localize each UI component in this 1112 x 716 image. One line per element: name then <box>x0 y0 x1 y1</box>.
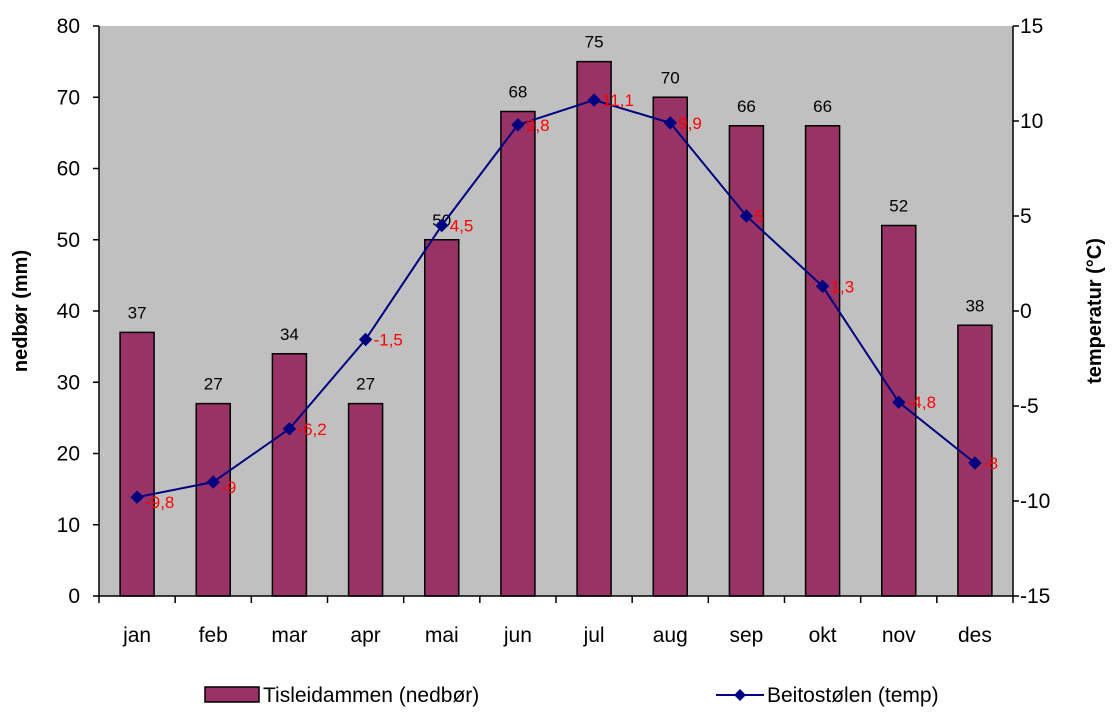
y2-tick-label: 5 <box>1020 205 1032 228</box>
bar-feb <box>195 402 231 597</box>
x-tick-label-feb: feb <box>199 624 228 647</box>
bar-label-mar: 34 <box>280 325 299 344</box>
marker-okt <box>815 279 830 294</box>
bar-mai <box>424 239 460 597</box>
y2-tick-label: 15 <box>1020 15 1043 38</box>
temp-label-apr: -1,5 <box>374 331 403 350</box>
bar-label-apr: 27 <box>356 375 375 394</box>
x-tick-label-sep: sep <box>729 624 763 647</box>
marker-mai <box>435 218 449 233</box>
y-tick-label: 20 <box>57 443 80 466</box>
legend: Tisleidammen (nedbør) Beitostølen (temp) <box>204 684 939 707</box>
y2-tick-label: 0 <box>1020 300 1032 323</box>
temp-label-nov: -4,8 <box>907 393 936 412</box>
axes: 0 10 20 30 40 50 60 70 80 -15 -10 -5 0 5 10 15 jan feb mar… <box>57 15 1051 647</box>
legend-bar-swatch <box>204 686 260 703</box>
temperature-data-labels: -9,8 -9 -6,2 -1,5 4,5 9,8 11,1 9,9 5 1,3 -4,8 -8 <box>145 91 998 512</box>
x-tick-label-nov: nov <box>882 624 916 647</box>
temp-label-jul: 11,1 <box>602 91 634 110</box>
x-tick-label-jan: jan <box>122 624 151 647</box>
bar-label-feb: 27 <box>204 375 223 394</box>
bar-apr <box>347 402 384 597</box>
x-tick-label-mai: mai <box>425 624 459 647</box>
bar-label-aug: 70 <box>661 68 680 87</box>
marker-mar <box>282 422 297 436</box>
y2-axis-title: temperatur (°C) <box>1084 238 1106 384</box>
y2-tick-label: -5 <box>1020 395 1039 418</box>
temp-label-des: -8 <box>983 454 998 473</box>
temp-label-feb: -9 <box>221 478 236 497</box>
y2-tick-label: -10 <box>1020 490 1050 513</box>
x-tick-label-des: des <box>958 624 992 647</box>
temp-label-jan: -9,8 <box>145 493 174 512</box>
temperature-markers <box>130 93 982 504</box>
bar-mar <box>271 353 308 597</box>
bar-sep <box>728 125 765 597</box>
bar-label-sep: 66 <box>737 97 756 116</box>
marker-apr <box>358 332 373 347</box>
legend-bar-label: Tisleidammen (nedbør) <box>263 684 479 707</box>
plot-area <box>99 26 1013 596</box>
marker-sep <box>739 209 754 223</box>
temperature-line <box>136 99 976 499</box>
bar-okt <box>804 125 841 597</box>
x-tick-label-okt: okt <box>809 624 837 647</box>
bar-jun <box>500 110 536 597</box>
x-tick-label-apr: apr <box>350 624 380 647</box>
bar-data-labels: 372734275068757066665238 <box>128 33 985 394</box>
bar-aug <box>652 96 688 597</box>
y-tick-label: 70 <box>57 86 80 109</box>
y-tick-label: 10 <box>57 514 80 537</box>
x-tick-label-aug: aug <box>653 624 688 647</box>
temp-label-sep: 5 <box>754 207 763 226</box>
bar-label-jan: 37 <box>128 303 147 322</box>
bar-jul <box>576 60 612 597</box>
bar-label-jul: 75 <box>585 33 604 52</box>
bar-label-des: 38 <box>965 296 984 315</box>
legend-line-label: Beitostølen (temp) <box>767 684 939 707</box>
bar-series <box>119 60 993 597</box>
y-tick-label: 50 <box>57 229 80 252</box>
y-tick-label: 40 <box>57 300 80 323</box>
bar-label-jun: 68 <box>508 83 527 102</box>
marker-des <box>968 456 982 470</box>
marker-jun <box>511 118 525 132</box>
x-tick-label-jul: jul <box>583 624 605 647</box>
marker-aug <box>663 116 677 130</box>
marker-jan <box>130 490 144 504</box>
y-tick-label: 0 <box>68 585 80 608</box>
y-tick-label: 60 <box>57 158 80 181</box>
y-tick-label: 30 <box>57 371 80 394</box>
x-tick-label-mar: mar <box>271 624 307 647</box>
y-tick-label: 80 <box>57 15 80 38</box>
y2-tick-label: -15 <box>1020 585 1050 608</box>
legend-line-marker <box>734 689 746 701</box>
marker-jul <box>587 93 601 107</box>
y2-tick-label: 10 <box>1020 110 1043 133</box>
temp-label-jun: 9,8 <box>526 116 550 135</box>
marker-nov <box>892 395 906 409</box>
temp-label-okt: 1,3 <box>831 277 855 296</box>
temp-label-mai: 4,5 <box>450 217 474 236</box>
x-tick-label-jun: jun <box>503 624 532 647</box>
y-axis-title: nedbør (mm) <box>10 250 32 372</box>
bar-jan <box>119 331 155 597</box>
bar-label-nov: 52 <box>889 197 908 216</box>
temp-label-aug: 9,9 <box>678 114 702 133</box>
marker-feb <box>206 475 220 489</box>
bar-label-okt: 66 <box>813 97 832 116</box>
temp-label-mar: -6,2 <box>297 420 326 439</box>
